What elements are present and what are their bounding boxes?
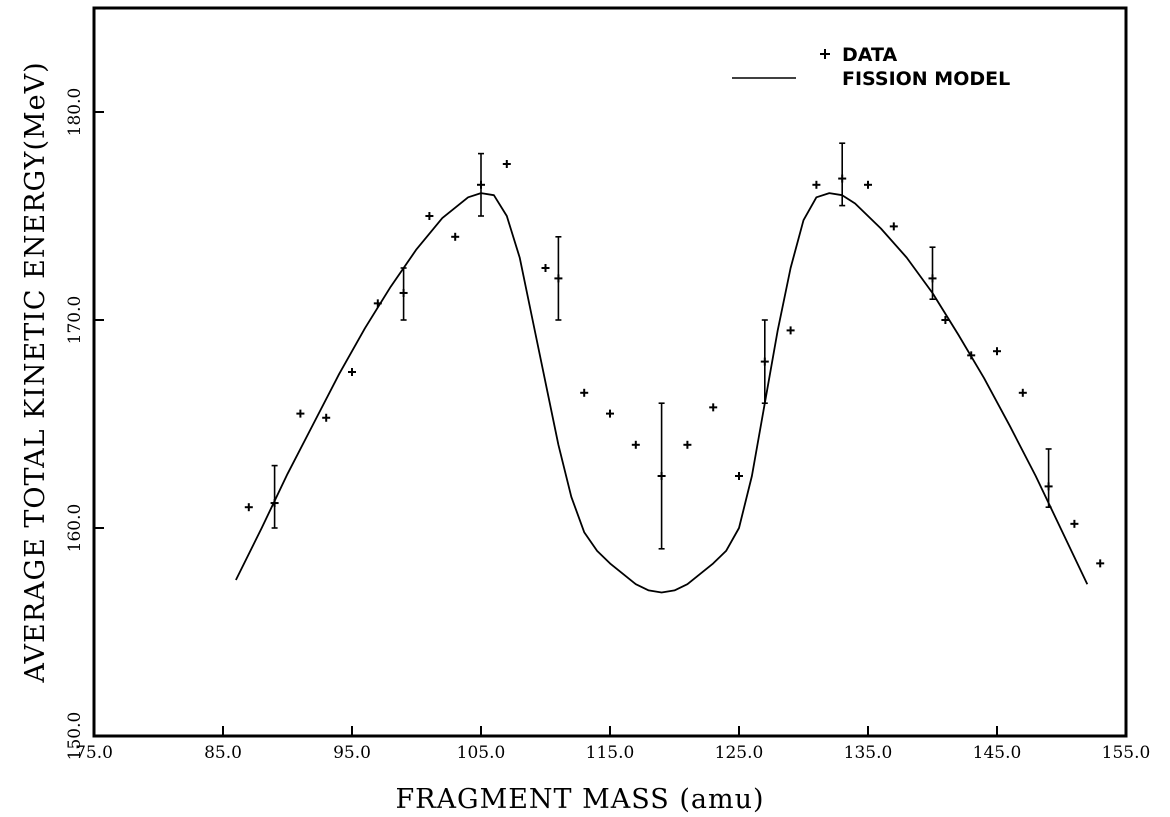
data-point	[993, 347, 1001, 356]
data-point	[967, 351, 976, 360]
y-tick-label: 170.0	[65, 296, 85, 345]
x-axis-ticks: 75.0 85.0 95.0 105.0 115.0 125.0 135.0 145.0 155…	[75, 726, 1150, 763]
data-point	[786, 326, 795, 335]
data-point	[296, 409, 305, 418]
y-tick-label: 180.0	[65, 88, 85, 137]
data-point	[838, 142, 847, 207]
plot-frame	[92, 6, 1128, 738]
y-axis-label: AVERAGE TOTAL KINETIC ENERGY(MeV)	[20, 61, 51, 683]
data-point	[425, 212, 434, 220]
data-point	[554, 236, 563, 321]
data-point	[941, 316, 950, 324]
data-point	[580, 388, 589, 397]
data-point	[631, 440, 640, 449]
x-tick-label: 115.0	[586, 743, 635, 763]
data-point	[1044, 448, 1053, 509]
data-series	[244, 142, 1105, 568]
x-tick-label: 105.0	[457, 743, 506, 763]
data-point	[477, 152, 485, 217]
data-point	[541, 264, 550, 272]
fission-model-line	[235, 192, 1089, 594]
x-tick-label: 135.0	[844, 743, 893, 763]
data-point	[889, 222, 898, 231]
data-point	[735, 472, 743, 480]
data-point	[322, 413, 331, 422]
data-point	[502, 160, 511, 168]
fission-model-series	[235, 192, 1089, 594]
legend-label-data: DATA	[842, 44, 897, 66]
data-point	[270, 464, 279, 529]
data-point	[1096, 559, 1105, 568]
data-point	[928, 246, 937, 301]
data-point	[683, 440, 692, 449]
x-tick-label: 155.0	[1102, 743, 1151, 763]
data-point	[709, 403, 718, 412]
data-point	[760, 319, 769, 405]
data-point	[1070, 519, 1079, 528]
y-tick-label: 150.0	[65, 712, 85, 761]
x-tick-label: 95.0	[333, 743, 371, 763]
data-point	[606, 409, 614, 418]
x-tick-label: 145.0	[973, 743, 1022, 763]
legend-marker-data	[820, 49, 830, 59]
data-point	[244, 503, 253, 512]
data-point	[657, 402, 666, 550]
x-axis-label: FRAGMENT MASS (amu)	[395, 784, 764, 815]
legend-label-fission-model: FISSION MODEL	[842, 68, 1010, 90]
y-tick-label: 160.0	[65, 504, 85, 553]
x-tick-label: 125.0	[715, 743, 764, 763]
data-point	[373, 299, 382, 308]
data-point	[399, 267, 408, 321]
data-point	[451, 232, 460, 241]
x-tick-label: 85.0	[204, 743, 242, 763]
data-point	[864, 180, 872, 189]
data-point	[1018, 388, 1027, 397]
data-point	[812, 180, 821, 189]
y-axis-ticks: 150.0 160.0 170.0 180.0	[65, 88, 104, 761]
legend: DATA FISSION MODEL	[732, 44, 1010, 90]
data-point	[348, 368, 356, 376]
x-tick-label: 75.0	[75, 743, 113, 763]
